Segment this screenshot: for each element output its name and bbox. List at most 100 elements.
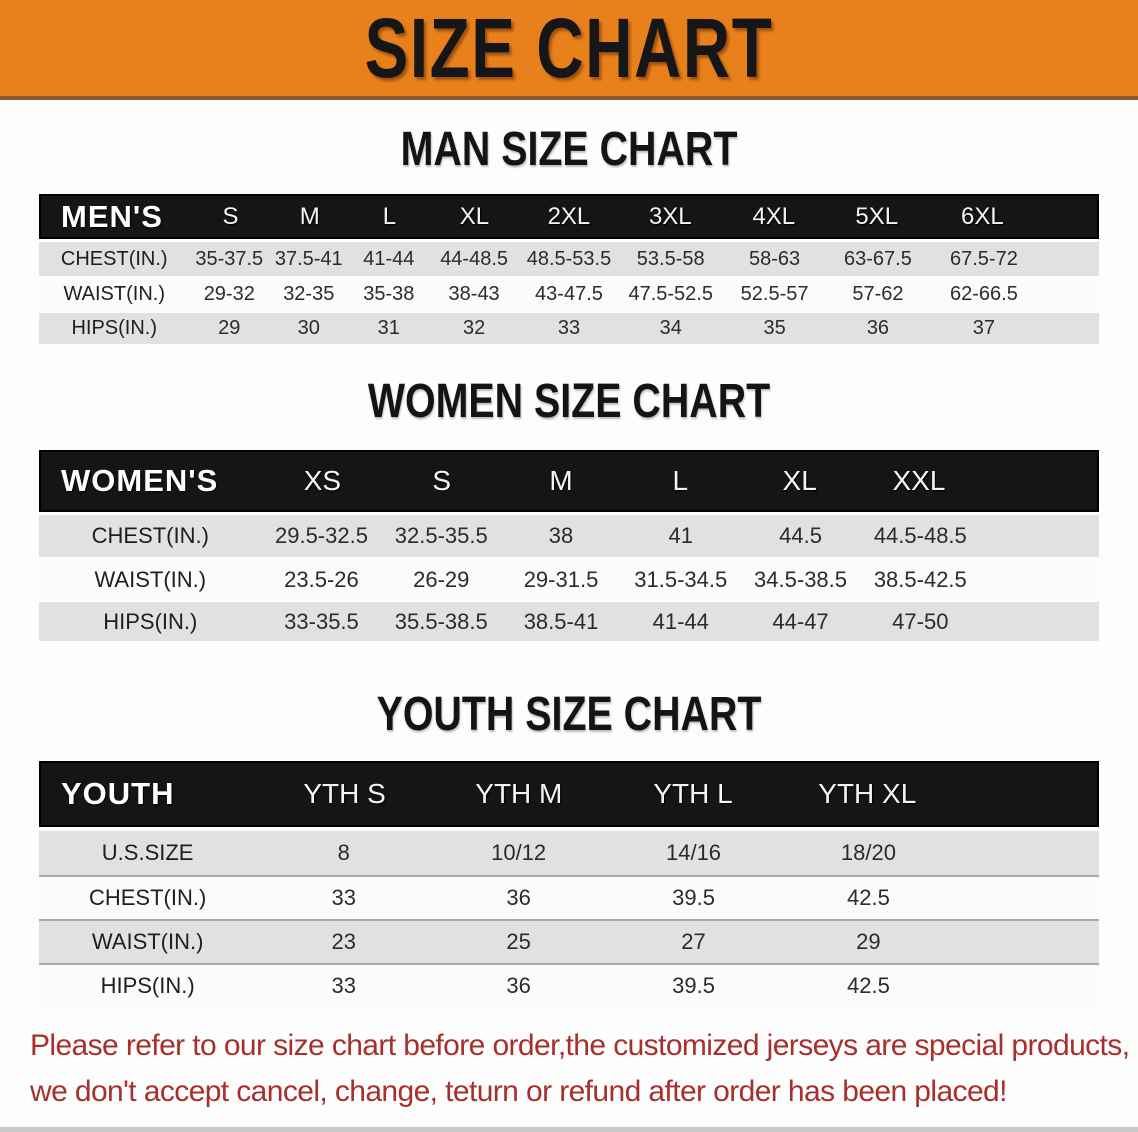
- womens-size-table: WOMEN'S XS S M L XL XXL CHEST(IN.) 29.5-32.5 32.5…: [39, 450, 1099, 641]
- value-cell: 35-37.5: [195, 247, 264, 270]
- table-row: WAIST(IN.) 29-32 32-35 35-38 38-43 43-47.5 47.…: [39, 276, 1099, 310]
- row-label-cell: HIPS(IN.): [71, 317, 158, 339]
- value-cell: 25: [506, 929, 531, 954]
- row-label-cell: CHEST(IN.): [91, 523, 209, 548]
- value-cell: 38.5-41: [523, 608, 599, 634]
- value-cell: 35.5-38.5: [394, 608, 488, 634]
- value-cell: 42.5: [847, 885, 890, 910]
- value-cell: 29-31.5: [523, 566, 599, 592]
- value-cell: 31: [377, 317, 400, 339]
- value-cell: 33-35.5: [284, 608, 359, 634]
- column-header-cell: M: [299, 202, 320, 230]
- table-row: WAIST(IN.) 23.5-26 26-29 29-31.5 31.5-34.5 34…: [39, 557, 1099, 599]
- value-cell: 32: [462, 317, 486, 339]
- value-cell: 62-66.5: [950, 283, 1018, 305]
- row-label-cell: WAIST(IN.): [63, 283, 165, 305]
- youth-size-table: YOUTH YTH S YTH M YTH L YTH XL U.S.SIZE 8 10/12…: [39, 761, 1099, 1007]
- table-header-row: MEN'S S M L XL 2XL 3XL 4XL 5XL 6XL: [39, 194, 1099, 239]
- table-row: CHEST(IN.) 35-37.5 37.5-41 41-44 44-48.5 48.5…: [39, 242, 1099, 276]
- value-cell: 44-47: [772, 608, 829, 634]
- value-cell: 34: [659, 317, 682, 339]
- value-cell: 29: [856, 929, 881, 954]
- table-row: CHEST(IN.) 33 36 39.5 42.5: [39, 875, 1099, 919]
- value-cell: 39.5: [672, 885, 715, 910]
- value-cell: 33: [557, 317, 581, 339]
- row-label-cell: CHEST(IN.): [60, 247, 168, 270]
- women-section-heading: WOMEN SIZE CHART: [367, 375, 771, 428]
- value-cell: 29: [218, 317, 241, 339]
- row-label-cell: HIPS(IN.): [100, 973, 195, 998]
- value-cell: 14/16: [665, 840, 722, 865]
- table-header-row: YOUTH YTH S YTH M YTH L YTH XL: [39, 761, 1099, 827]
- banner-title: SIZE CHART: [364, 1, 774, 95]
- value-cell: 44.5: [779, 523, 822, 548]
- table-row: HIPS(IN.) 29 30 31 32 33 34 35 36 37: [39, 310, 1099, 344]
- value-cell: 38.5-42.5: [873, 566, 967, 592]
- row-label-cell: U.S.SIZE: [101, 840, 194, 865]
- value-cell: 29-32: [203, 283, 255, 305]
- table-header-row: WOMEN'S XS S M L XL XXL: [39, 450, 1099, 512]
- row-label-cell: HIPS(IN.): [103, 608, 198, 634]
- value-cell: 35: [763, 317, 786, 339]
- value-cell: 30: [297, 317, 320, 339]
- column-header-cell: 2XL: [547, 202, 591, 230]
- table-row: HIPS(IN.) 33-35.5 35.5-38.5 38.5-41 41-44 44-…: [39, 599, 1099, 641]
- footer-line-1: Please refer to our size chart before or…: [30, 1029, 1130, 1062]
- value-cell: 47-50: [892, 608, 949, 634]
- column-header-cell: 3XL: [648, 202, 692, 230]
- value-cell: 36: [506, 885, 531, 910]
- value-cell: 29.5-32.5: [274, 523, 368, 548]
- value-cell: 48.5-53.5: [526, 247, 612, 270]
- column-header-cell: 6XL: [960, 202, 1004, 230]
- value-cell: 67.5-72: [950, 247, 1018, 270]
- value-cell: 39.5: [672, 973, 715, 998]
- value-cell: 35-38: [363, 283, 415, 305]
- column-header-cell: 5XL: [855, 202, 899, 230]
- column-header-cell: XS: [303, 465, 342, 496]
- value-cell: 63-67.5: [844, 247, 912, 270]
- mens-size-table: MEN'S S M L XL 2XL 3XL 4XL 5XL 6XL CHEST(IN.) 35-37…: [39, 194, 1099, 344]
- column-header-cell: M: [549, 465, 573, 496]
- value-cell: 44.5-48.5: [873, 523, 967, 548]
- column-header-cell: XL: [459, 202, 490, 230]
- value-cell: 8: [337, 840, 350, 865]
- banner: SIZE CHART: [0, 0, 1138, 100]
- value-cell: 47.5-52.5: [628, 283, 713, 305]
- table-row: CHEST(IN.) 29.5-32.5 32.5-35.5 38 41 44.5 44.5…: [39, 515, 1099, 557]
- table-row: WAIST(IN.) 23 25 27 29: [39, 919, 1099, 963]
- table-title-cell: MEN'S: [61, 198, 163, 234]
- value-cell: 37.5-41: [274, 247, 343, 270]
- value-cell: 37: [972, 317, 996, 339]
- row-label-cell: CHEST(IN.): [88, 885, 207, 910]
- value-cell: 42.5: [847, 973, 890, 998]
- value-cell: 34.5-38.5: [754, 566, 848, 592]
- value-cell: 38-43: [448, 283, 500, 305]
- section-women: WOMEN SIZE CHART WOMEN'S XS S M L XL XXL CHEST(…: [0, 376, 1138, 641]
- column-header-cell: YTH L: [653, 778, 733, 809]
- column-header-cell: XL: [782, 465, 817, 496]
- value-cell: 27: [681, 929, 706, 954]
- table-row: U.S.SIZE 8 10/12 14/16 18/20: [39, 831, 1099, 875]
- column-header-cell: S: [222, 202, 239, 230]
- value-cell: 26-29: [413, 566, 470, 592]
- column-header-cell: L: [382, 202, 397, 230]
- column-header-cell: YTH XL: [818, 778, 917, 809]
- men-section-heading: MAN SIZE CHART: [400, 123, 738, 176]
- value-cell: 36: [506, 973, 531, 998]
- table-row: HIPS(IN.) 33 36 39.5 42.5: [39, 963, 1099, 1007]
- footer-line-2: we don't accept cancel, change, teturn o…: [30, 1075, 1007, 1108]
- value-cell: 36: [866, 317, 890, 339]
- value-cell: 23.5-26: [284, 566, 359, 592]
- value-cell: 31.5-34.5: [634, 566, 728, 592]
- value-cell: 33: [331, 885, 356, 910]
- column-header-cell: YTH M: [475, 778, 563, 809]
- value-cell: 41-44: [363, 247, 415, 270]
- footer-note: Please refer to our size chart before or…: [0, 1023, 1138, 1115]
- value-cell: 58-63: [749, 247, 801, 270]
- value-cell: 33: [331, 973, 356, 998]
- column-header-cell: 4XL: [752, 202, 796, 230]
- value-cell: 32.5-35.5: [394, 523, 488, 548]
- value-cell: 10/12: [491, 840, 547, 865]
- column-header-cell: S: [432, 465, 452, 496]
- column-header-cell: L: [672, 465, 689, 496]
